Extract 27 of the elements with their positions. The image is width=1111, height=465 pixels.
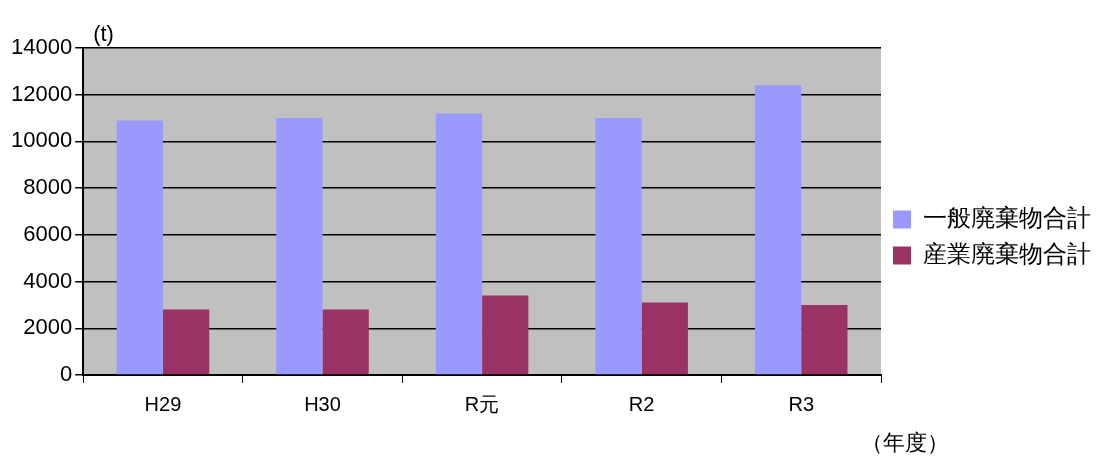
y-tick-label: 6000 (23, 220, 73, 246)
y-tick-label: 8000 (23, 174, 73, 200)
legend-label: 一般廃棄物合計 (923, 204, 1091, 232)
bar (116, 120, 163, 375)
bar (641, 302, 688, 375)
x-axis-title: （年度） (861, 430, 949, 456)
bar (754, 85, 802, 375)
x-tick-label: R元 (464, 392, 500, 415)
x-tick-label: H29 (144, 392, 182, 415)
bar (482, 295, 529, 375)
y-tick-label: 4000 (23, 267, 73, 293)
x-tick-label: R3 (788, 392, 815, 415)
y-tick-label: 12000 (10, 80, 73, 106)
x-tick-label: R2 (628, 392, 655, 415)
y-tick-label: 10000 (10, 127, 73, 153)
bar (435, 113, 483, 375)
bar (162, 309, 210, 375)
bar (595, 118, 642, 375)
y-tick-label: 0 (59, 361, 73, 387)
x-tick-label: H30 (304, 392, 341, 415)
bar (801, 304, 848, 375)
y-tick-label: 2000 (23, 314, 73, 340)
bar (322, 309, 369, 375)
y-tick-label: 14000 (10, 34, 73, 60)
bar (276, 118, 323, 375)
legend-label: 産業廃棄物合計 (923, 240, 1091, 268)
y-axis-title: (t) (93, 21, 114, 47)
